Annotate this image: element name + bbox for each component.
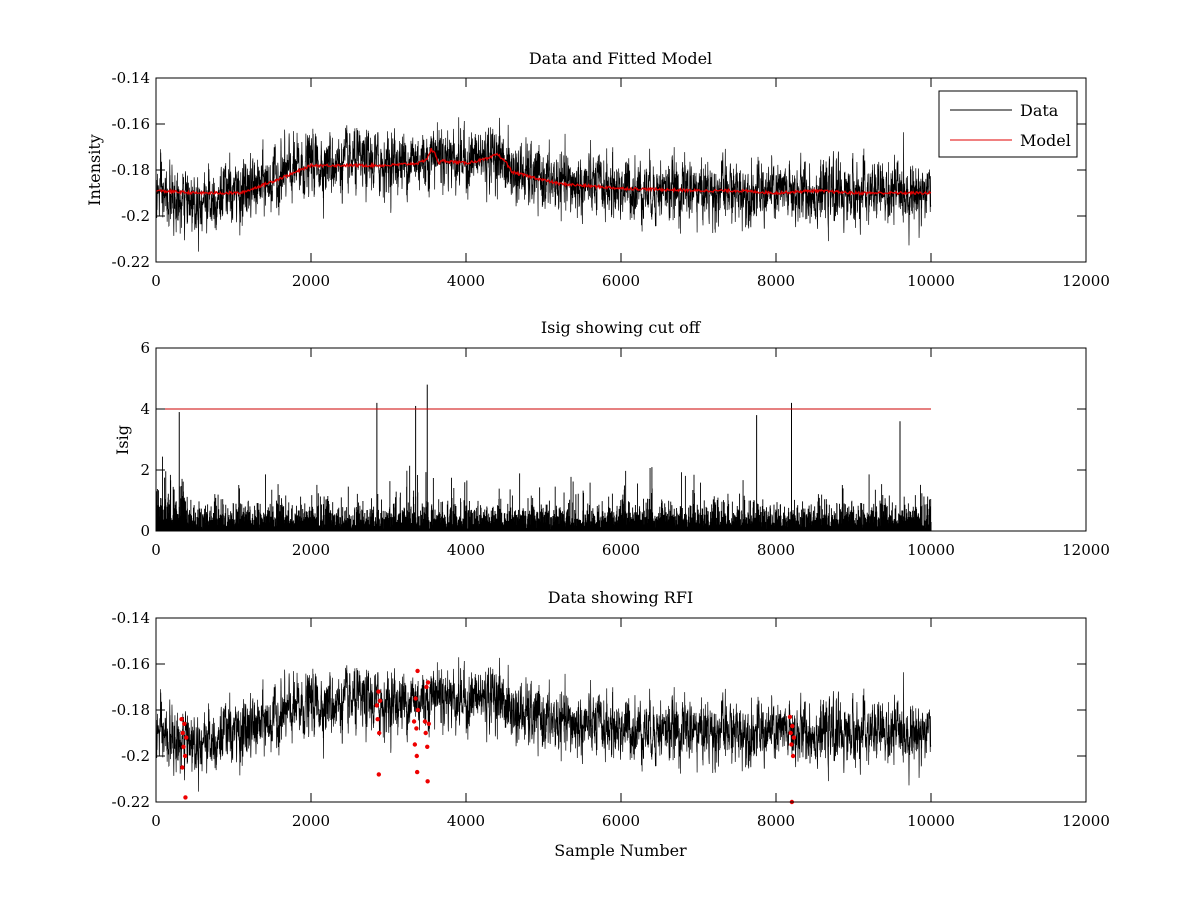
- p2-rfi-marker: [184, 735, 189, 740]
- p2-rfi-marker: [788, 730, 793, 736]
- p2-xtick-label: 8000: [757, 812, 795, 830]
- p2-rfi-marker: [180, 765, 185, 770]
- subplot-data-showing-rfi: 0 2000 4000 6000 8000 10000 12000 -0.14 -0.16 -0.…: [112, 588, 1110, 860]
- p2-rfi-marker: [182, 753, 188, 759]
- p0-xtick-label: 6000: [602, 272, 640, 290]
- p2-xlabel: Sample Number: [554, 841, 687, 860]
- p2-rfi-marker: [414, 769, 420, 775]
- p0-title: Data and Fitted Model: [529, 49, 712, 68]
- p0-xtick-label: 10000: [907, 272, 955, 290]
- p2-rfi-marker: [425, 779, 430, 784]
- subplot-data-and-fitted-model: 0 2000 4000 6000 8000 10000 12000 -0.14 -0.16 -0.…: [85, 49, 1110, 290]
- p2-rfi-marker: [415, 707, 421, 713]
- p0-legend-box: [938, 90, 1078, 158]
- p0-xtick-label: 8000: [757, 272, 795, 290]
- p2-ytick-label: -0.22: [112, 793, 150, 811]
- p0-xtick-label: 4000: [447, 272, 485, 290]
- p0-axes-group: 0 2000 4000 6000 8000 10000 12000 -0.14 -0.16 -0.…: [112, 69, 1110, 290]
- p0-ytick-label: -0.2: [121, 207, 150, 225]
- p0-legend-label-data: Data: [1020, 101, 1059, 120]
- p2-rfi-marker: [181, 744, 186, 749]
- p2-xtick-label: 12000: [1062, 812, 1110, 830]
- p2-rfi-marker: [376, 772, 382, 777]
- p0-ytick-label: -0.16: [112, 115, 150, 133]
- p2-rfi-marker: [179, 717, 184, 722]
- p1-xtick-label: 8000: [757, 541, 795, 559]
- p2-rfi-marker: [426, 721, 431, 726]
- p1-xtick-label: 6000: [602, 541, 640, 559]
- p0-ytick-label: -0.22: [112, 253, 150, 271]
- p0-xtick-label: 0: [151, 272, 161, 290]
- p1-series-group: [155, 384, 932, 531]
- p0-legend-label-model: Model: [1020, 131, 1071, 150]
- p1-axes-group: 0 2000 4000 6000 8000 10000 12000 0 2 4 6: [140, 339, 1109, 559]
- p0-legend: Data Model: [938, 90, 1078, 158]
- p2-axes-group: 0 2000 4000 6000 8000 10000 12000 -0.14 -0.16 -0.…: [112, 609, 1110, 830]
- p2-rfi-marker: [183, 795, 188, 800]
- p2-xtick-label: 0: [151, 812, 161, 830]
- p1-title: Isig showing cut off: [541, 318, 702, 337]
- p2-rfi-marker: [413, 696, 418, 701]
- p2-rfi-marker: [790, 723, 795, 729]
- p2-rfi-marker: [425, 744, 430, 749]
- p2-rfi-marker: [423, 730, 428, 736]
- p0-series-group: [155, 117, 932, 252]
- p2-rfi-marker: [414, 753, 419, 759]
- p2-series-group: [155, 657, 932, 805]
- p2-rfi-marker: [787, 714, 793, 720]
- p2-rfi-marker: [414, 726, 419, 731]
- p2-rfi-marker: [411, 719, 417, 724]
- p2-rfi-marker: [412, 742, 418, 747]
- p1-ytick-label: 4: [140, 400, 150, 418]
- p2-xtick-label: 10000: [907, 812, 955, 830]
- p1-ytick-label: 6: [140, 339, 150, 357]
- p1-xtick-label: 10000: [907, 541, 955, 559]
- p2-title: Data showing RFI: [548, 588, 693, 607]
- p0-model-line: [155, 147, 932, 197]
- p0-xtick-label: 2000: [292, 272, 330, 290]
- p1-xtick-label: 12000: [1062, 541, 1110, 559]
- p0-ytick-label: -0.14: [112, 69, 150, 87]
- p2-rfi-marker: [376, 689, 381, 694]
- p2-xtick-label: 6000: [602, 812, 640, 830]
- p2-rfi-marker: [791, 735, 797, 740]
- p2-ytick-label: -0.16: [112, 655, 150, 673]
- p2-rfi-marker: [424, 684, 429, 690]
- p0-xtick-label: 12000: [1062, 272, 1110, 290]
- p2-rfi-marker: [425, 680, 431, 685]
- p2-ytick-label: -0.18: [112, 701, 150, 719]
- p0-data-line: [155, 117, 932, 252]
- p2-rfi-marker: [377, 698, 383, 703]
- p2-rfi-marker: [182, 721, 187, 726]
- p1-ylabel: Isig: [113, 425, 132, 455]
- p2-rfi-marker: [422, 719, 428, 724]
- p2-rfi-marker: [789, 742, 794, 747]
- p1-ytick-label: 0: [140, 522, 150, 540]
- p1-xtick-label: 4000: [447, 541, 485, 559]
- p0-ylabel: Intensity: [85, 134, 104, 206]
- p2-rfi-marker: [180, 730, 185, 736]
- p2-rfi-marker: [375, 717, 380, 722]
- p2-xtick-label: 4000: [447, 812, 485, 830]
- p2-rfi-marker: [374, 703, 380, 708]
- p2-ytick-label: -0.2: [121, 747, 150, 765]
- p2-rfi-marker: [790, 753, 796, 759]
- p0-ytick-label: -0.18: [112, 161, 150, 179]
- subplot-isig-showing-cut-off: 0 2000 4000 6000 8000 10000 12000 0 2 4 6 Isig sho…: [113, 318, 1110, 559]
- p2-data-line: [155, 657, 932, 792]
- p2-rfi-marker: [377, 730, 382, 736]
- p2-ytick-label: -0.14: [112, 609, 150, 627]
- p2-xtick-label: 2000: [292, 812, 330, 830]
- p1-xtick-label: 0: [151, 541, 161, 559]
- p2-rfi-marker: [415, 668, 420, 674]
- p1-ytick-label: 2: [140, 461, 150, 479]
- p1-xtick-label: 2000: [292, 541, 330, 559]
